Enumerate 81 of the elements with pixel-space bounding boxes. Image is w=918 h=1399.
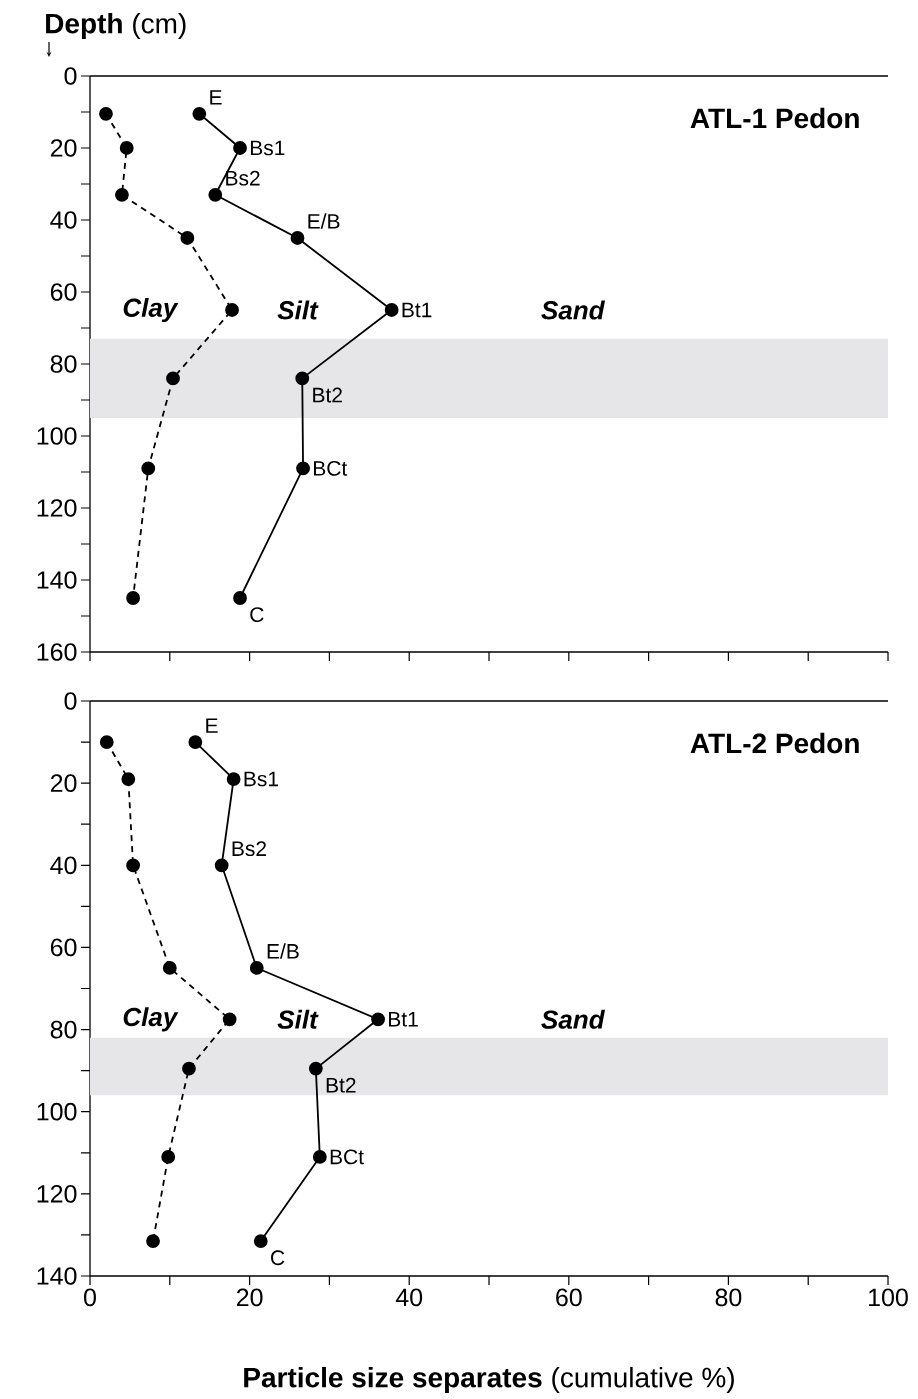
y-tick-label: 0 [64, 692, 77, 710]
annotation: Bs1 [244, 771, 278, 787]
point [180, 231, 195, 245]
annotation: Bs1 [250, 140, 285, 156]
point [166, 371, 180, 386]
x-tick-label: 40 [395, 1288, 423, 1307]
y-tick-label: 140 [37, 1267, 77, 1285]
y-tick-label: 100 [37, 427, 77, 445]
point [208, 187, 223, 202]
point [222, 1012, 237, 1027]
annotation: BCt [330, 1149, 364, 1165]
x-tick-label: 0 [84, 1288, 96, 1307]
point [182, 1061, 196, 1076]
y-tick-label: 40 [50, 211, 77, 229]
point [121, 772, 136, 786]
y-tick-label: 20 [50, 139, 77, 157]
point [249, 961, 264, 975]
annotation: Bs2 [226, 170, 260, 186]
y-tick-label: 60 [50, 938, 77, 957]
y-tick-label: 20 [50, 774, 77, 792]
x-tick-label: 60 [556, 1288, 582, 1307]
y-tick-label: 140 [37, 571, 77, 589]
x-tick-label: 80 [715, 1288, 742, 1307]
point [225, 303, 239, 317]
point [126, 591, 140, 605]
point [99, 106, 113, 121]
point [161, 1150, 176, 1164]
point [162, 961, 177, 975]
x-axis-title: Particle size separates (cumulative %) [244, 1366, 734, 1394]
text: ATL-1 Pedon [690, 107, 859, 129]
y-tick-label: 60 [50, 283, 77, 301]
annotation: E/B [267, 943, 299, 959]
y-tick-label: 120 [37, 1185, 77, 1203]
annotation: Bt2 [326, 1077, 356, 1093]
point [226, 772, 241, 786]
y-tick-label: 80 [50, 1020, 77, 1039]
annotation: Bt1 [402, 302, 432, 318]
annotation: Bs2 [232, 841, 266, 857]
annotation: C [271, 1250, 285, 1266]
annotation: Silt [277, 1009, 319, 1029]
x-tick-label: 20 [236, 1288, 263, 1307]
point [308, 1061, 323, 1076]
annotation: Sand [541, 1009, 606, 1029]
point [188, 735, 203, 749]
point [295, 371, 310, 386]
annotation: Silt [277, 300, 319, 320]
y-axis-title: Depth (cm) [46, 12, 186, 40]
y-tick-label: 120 [37, 499, 77, 517]
y-tick-label: 0 [64, 67, 77, 85]
annotation: Clay [123, 1007, 179, 1032]
point [115, 187, 129, 202]
point [296, 461, 310, 476]
point [384, 303, 399, 317]
point [233, 141, 247, 155]
annotation: BCt [313, 460, 348, 476]
point [99, 735, 114, 749]
y-tick-label: 100 [37, 1102, 77, 1121]
point [126, 858, 140, 873]
point [214, 858, 229, 873]
annotation: Sand [541, 300, 606, 320]
text: ATL-2 Pedon [690, 732, 859, 754]
point [371, 1012, 385, 1027]
point [119, 141, 134, 155]
y-tick-label: 40 [50, 856, 77, 875]
annotation: E/B [308, 213, 340, 229]
point [312, 1150, 327, 1164]
annotation: E [210, 90, 222, 105]
point [141, 461, 156, 476]
annotation: Bt2 [313, 387, 342, 403]
point [253, 1234, 268, 1248]
annotation: E [206, 718, 218, 733]
y-tick-label: 80 [50, 355, 77, 373]
annotation: C [250, 607, 264, 623]
point [146, 1234, 160, 1248]
point [290, 231, 305, 245]
annotation: Clay [123, 297, 179, 323]
point [233, 591, 247, 605]
x-tick-label: 100 [869, 1288, 908, 1307]
point [192, 106, 207, 121]
y-tick-label: 160 [37, 643, 77, 661]
annotation: Bt1 [389, 1012, 418, 1027]
